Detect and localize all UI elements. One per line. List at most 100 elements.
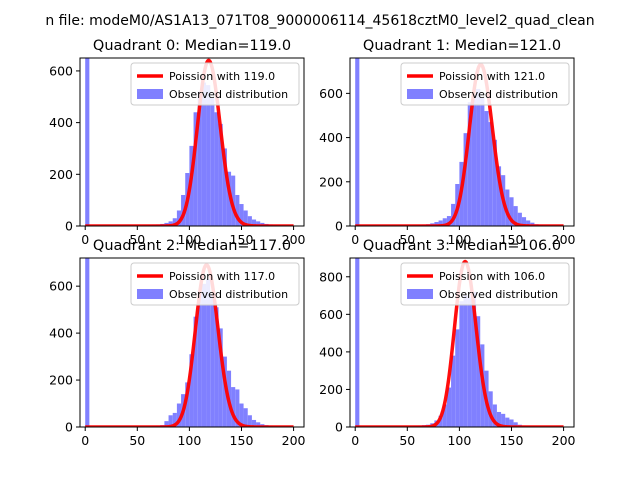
histogram-bar	[496, 411, 502, 427]
histogram-bar	[513, 206, 518, 226]
y-tick-label: 800	[319, 269, 343, 284]
histogram-bar	[201, 82, 207, 226]
histogram-bar	[438, 220, 443, 226]
histogram-bar	[214, 112, 219, 226]
y-tick-label: 200	[49, 373, 73, 388]
histogram-bar	[197, 91, 202, 226]
histogram-bar	[247, 216, 252, 226]
legend-bar-swatch	[137, 289, 163, 299]
x-tick-label: 100	[447, 232, 471, 247]
panel-title: Quadrant 3: Median=106.0	[363, 238, 561, 254]
y-tick-label: 200	[319, 382, 343, 397]
histogram-bar	[193, 112, 198, 226]
histogram-bar	[509, 197, 514, 226]
histogram-bar	[251, 219, 257, 226]
y-tick-label: 400	[319, 344, 343, 359]
histogram-bar	[434, 222, 439, 226]
x-tick-label: 150	[230, 232, 254, 247]
x-tick-label: 50	[399, 232, 415, 247]
histogram-bar	[172, 412, 177, 427]
histogram-bar	[513, 422, 518, 427]
y-tick-label: 200	[49, 167, 73, 182]
histogram-bar	[442, 404, 447, 427]
histogram-bar	[164, 421, 169, 427]
histogram-bar	[355, 258, 360, 427]
x-tick-label: 0	[351, 433, 359, 448]
histogram-bar	[210, 295, 215, 427]
histogram-bar	[185, 382, 190, 427]
histogram-bar	[463, 295, 468, 427]
x-tick-label: 200	[282, 433, 306, 448]
histogram-bar	[451, 355, 456, 427]
histogram-bar	[256, 422, 261, 427]
histogram-bar	[455, 329, 460, 427]
axes-frame	[79, 257, 305, 428]
histogram-bar	[176, 403, 182, 427]
x-tick-label: 50	[399, 433, 415, 448]
x-tick-label: 150	[500, 433, 524, 448]
histogram-bar	[214, 307, 219, 427]
histogram-bar	[526, 220, 531, 226]
histogram-bar	[446, 387, 452, 427]
legend-label: Observed distribution	[439, 88, 558, 101]
x-tick-label: 100	[447, 433, 471, 448]
figure-title: n file: modeM0/AS1A13_071T08_9000006114_…	[45, 13, 594, 29]
legend-bar-swatch	[407, 289, 433, 299]
histogram-bar	[243, 408, 248, 427]
histogram-bar	[176, 210, 182, 226]
y-tick-label: 0	[335, 420, 343, 435]
histogram-bar	[85, 258, 90, 427]
histogram-bar	[471, 93, 477, 226]
histogram-bar	[484, 111, 489, 226]
axes-frame	[349, 57, 575, 227]
histogram-bar	[256, 221, 261, 226]
histogram-bar	[517, 212, 522, 226]
histogram-bar	[201, 283, 207, 427]
y-tick-label: 400	[49, 115, 73, 130]
histogram-bar	[206, 279, 211, 427]
y-tick-label: 0	[335, 219, 343, 234]
legend-box	[130, 62, 300, 106]
histogram-bar	[235, 194, 240, 226]
x-tick-label: 150	[230, 433, 254, 448]
x-tick-label: 100	[177, 232, 201, 247]
histogram-bar	[446, 216, 452, 226]
legend-box	[400, 62, 570, 106]
histogram-bar	[168, 415, 173, 427]
x-tick-label: 0	[351, 232, 359, 247]
histogram-bar	[505, 417, 510, 427]
y-tick-label: 600	[319, 86, 343, 101]
histogram-bar	[226, 171, 232, 226]
legend-label: Poission with 117.0	[169, 270, 275, 283]
histogram-bar	[168, 221, 173, 226]
legend-bar-swatch	[407, 89, 433, 99]
x-tick-label: 100	[177, 433, 201, 448]
histogram-bar	[496, 166, 502, 226]
histogram-bar	[442, 218, 447, 226]
histogram-bar	[193, 316, 198, 427]
histogram-bar	[235, 389, 240, 427]
legend-label: Observed distribution	[169, 88, 288, 101]
histogram-bar	[231, 387, 236, 427]
histogram-bar	[218, 123, 223, 226]
histogram-bar	[189, 354, 194, 427]
histogram-bar	[476, 316, 481, 427]
histogram-bar	[206, 85, 211, 226]
chart-panel-1: 0 50 100 150 200 0 200 400 600 Quadrant 1: Median…	[319, 38, 575, 247]
legend-label: Observed distribution	[439, 288, 558, 301]
histogram-bar	[239, 204, 244, 226]
legend-label: Observed distribution	[169, 288, 288, 301]
histogram-bar	[222, 148, 227, 226]
x-tick-label: 50	[129, 433, 145, 448]
x-tick-label: 200	[282, 232, 306, 247]
histogram-bar	[505, 189, 510, 226]
histogram-bar	[172, 218, 177, 226]
x-tick-label: 200	[552, 232, 576, 247]
y-tick-label: 0	[65, 420, 73, 435]
histogram-bar	[480, 97, 485, 226]
y-tick-label: 400	[319, 130, 343, 145]
histogram-bar	[501, 413, 506, 427]
histogram-bar	[463, 133, 468, 226]
axes-frame	[79, 57, 305, 227]
